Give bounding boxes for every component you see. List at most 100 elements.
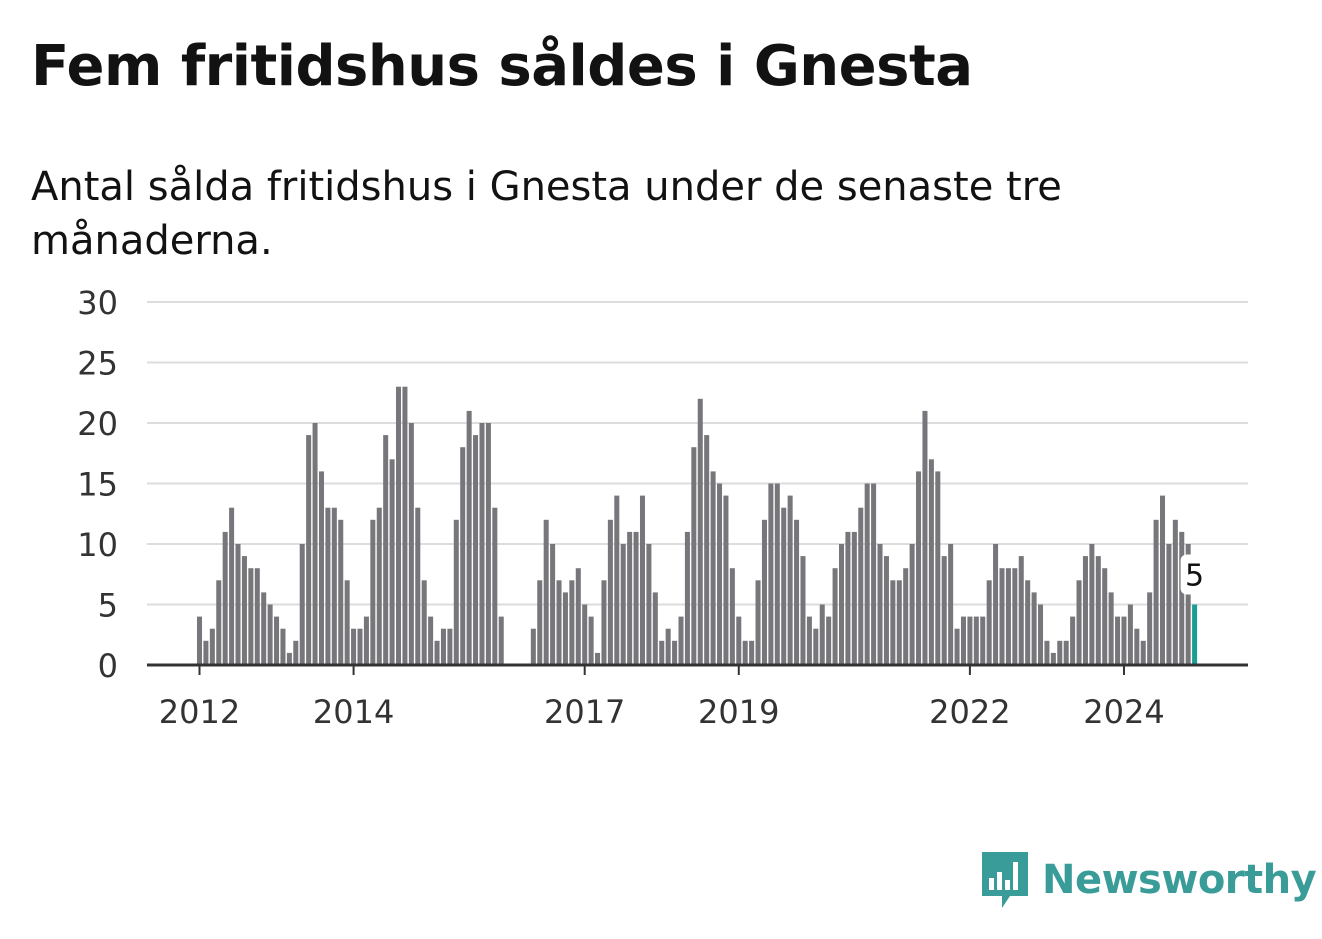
bar (1095, 556, 1101, 665)
bar (935, 471, 941, 665)
bar (973, 616, 979, 665)
bar (1179, 531, 1185, 665)
bar (652, 592, 658, 665)
bar (736, 616, 742, 665)
bar (363, 616, 369, 665)
annotation-label: 5 (1185, 559, 1204, 594)
bar (569, 580, 575, 665)
bar (1140, 640, 1146, 665)
bar (1166, 544, 1172, 665)
bar (1025, 580, 1031, 665)
bar (871, 483, 877, 665)
bar (376, 507, 382, 665)
bar (408, 423, 414, 665)
y-axis-ticks: 0 5 10 15 20 25 30 (77, 284, 118, 685)
bar (1076, 580, 1082, 665)
bar (588, 616, 594, 665)
bar (659, 640, 665, 665)
bar (665, 628, 671, 665)
bar (633, 531, 639, 665)
bar (986, 580, 992, 665)
bar (447, 628, 453, 665)
bar (254, 568, 260, 665)
bar (389, 459, 395, 665)
bar (396, 386, 402, 665)
bar (639, 495, 645, 665)
bar (479, 423, 485, 665)
bar (351, 628, 357, 665)
bar (672, 640, 678, 665)
bar (1082, 556, 1088, 665)
chart-subtitle: Antal sålda fritidshus i Gnesta under de… (31, 164, 1062, 264)
bar (723, 495, 729, 665)
bar (845, 531, 851, 665)
bar (787, 495, 793, 665)
bar (1038, 604, 1044, 665)
bar (1005, 568, 1011, 665)
bar (485, 423, 491, 665)
x-axis-ticks: 2012 2014 2017 2019 2022 2024 (159, 665, 1165, 731)
grid-lines (147, 301, 1248, 606)
bar (1018, 556, 1024, 665)
bar (858, 507, 864, 665)
bar (325, 507, 331, 665)
bar (1147, 592, 1153, 665)
bar (280, 628, 286, 665)
bar (883, 556, 889, 665)
bar (229, 507, 235, 665)
bar (1153, 519, 1159, 665)
bar (691, 447, 697, 665)
bar (781, 507, 787, 665)
bar (421, 580, 427, 665)
bar (890, 580, 896, 665)
bar (286, 652, 292, 665)
bar (768, 483, 774, 665)
bar (1050, 652, 1056, 665)
bar (806, 616, 812, 665)
bar (274, 616, 280, 665)
bar (813, 628, 819, 665)
chart-title: Fem fritidshus såldes i Gnesta (31, 34, 973, 99)
bar (267, 604, 273, 665)
bar (537, 580, 543, 665)
bar (678, 616, 684, 665)
bar (960, 616, 966, 665)
bar (646, 544, 652, 665)
bar (543, 519, 549, 665)
y-tick-label: 5 (98, 587, 118, 625)
bar (620, 544, 626, 665)
bar (209, 628, 215, 665)
bar (832, 568, 838, 665)
y-tick-label: 30 (77, 284, 118, 322)
bar (928, 459, 934, 665)
brand-name: Newsworthy (1042, 857, 1317, 903)
bar (440, 628, 446, 665)
bar (909, 544, 915, 665)
bar (980, 616, 986, 665)
bar (922, 410, 928, 665)
bar (1115, 616, 1121, 665)
bar (460, 447, 466, 665)
bar (614, 495, 620, 665)
bar (697, 398, 703, 665)
bar (261, 592, 267, 665)
bar (498, 616, 504, 665)
bar (1070, 616, 1076, 665)
bar (896, 580, 902, 665)
bar (742, 640, 748, 665)
bar (1121, 616, 1127, 665)
bar (582, 604, 588, 665)
bars (196, 386, 1198, 665)
bar (428, 616, 434, 665)
bar (550, 544, 556, 665)
bar (338, 519, 344, 665)
bar (357, 628, 363, 665)
bar (530, 628, 536, 665)
bar (318, 471, 324, 665)
bar (774, 483, 780, 665)
bar (954, 628, 960, 665)
bar (1057, 640, 1063, 665)
bar (1159, 495, 1166, 665)
bar (492, 507, 498, 665)
x-tick-label: 2019 (698, 693, 779, 731)
